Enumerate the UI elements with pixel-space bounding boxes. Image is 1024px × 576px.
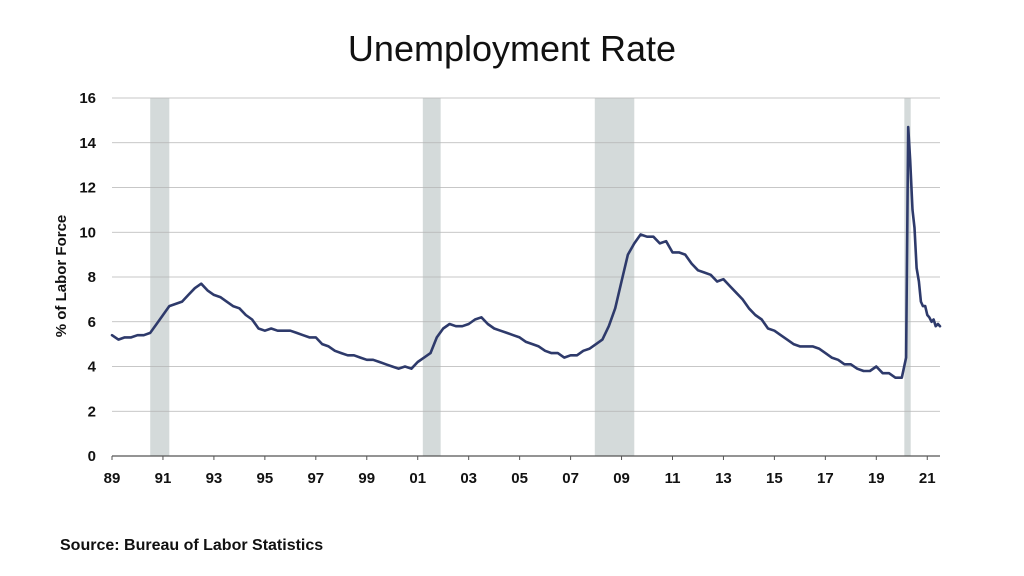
unemployment-rate-line — [110, 125, 942, 379]
x-tick-label: 89 — [104, 470, 121, 487]
x-tick-label: 17 — [817, 470, 834, 487]
x-tick-label: 97 — [307, 470, 324, 487]
x-tick-label: 93 — [206, 470, 223, 487]
y-tick-label: 0 — [88, 448, 96, 465]
chart-title: Unemployment Rate — [347, 28, 677, 69]
x-tick-label: 95 — [257, 470, 274, 487]
x-tick-label: 21 — [919, 470, 936, 487]
y-tick-label: 12 — [79, 180, 96, 197]
x-tick-label: 07 — [562, 470, 579, 487]
x-tick-label: 99 — [358, 470, 375, 487]
x-tick-labels: 89 91 93 95 97 99 01 03 05 07 09 11 13 15 17 19 21 — [104, 456, 936, 487]
x-tick-label: 05 — [511, 470, 528, 487]
series-lines — [110, 125, 942, 379]
x-tick-label: 19 — [868, 470, 885, 487]
x-tick-label: 11 — [665, 470, 681, 487]
x-tick-label: 09 — [613, 470, 630, 487]
y-tick-label: 2 — [88, 403, 96, 420]
y-axis-label: % of Labor Force — [53, 215, 70, 338]
gridlines — [112, 97, 940, 457]
x-tick-label: 13 — [715, 470, 732, 487]
x-tick-label: 01 — [409, 470, 426, 487]
y-tick-label: 8 — [88, 269, 96, 286]
y-tick-label: 14 — [79, 135, 96, 152]
y-tick-label: 6 — [88, 314, 96, 331]
y-tick-label: 10 — [79, 224, 96, 241]
x-tick-label: 15 — [766, 470, 783, 487]
y-tick-label: 4 — [88, 359, 97, 376]
y-tick-label: 16 — [79, 90, 96, 107]
source-note: Source: Bureau of Labor Statistics — [60, 537, 324, 554]
x-tick-label: 91 — [155, 470, 172, 487]
y-tick-labels: 0 2 4 6 8 10 12 14 16 — [79, 90, 96, 465]
x-tick-label: 03 — [460, 470, 477, 487]
